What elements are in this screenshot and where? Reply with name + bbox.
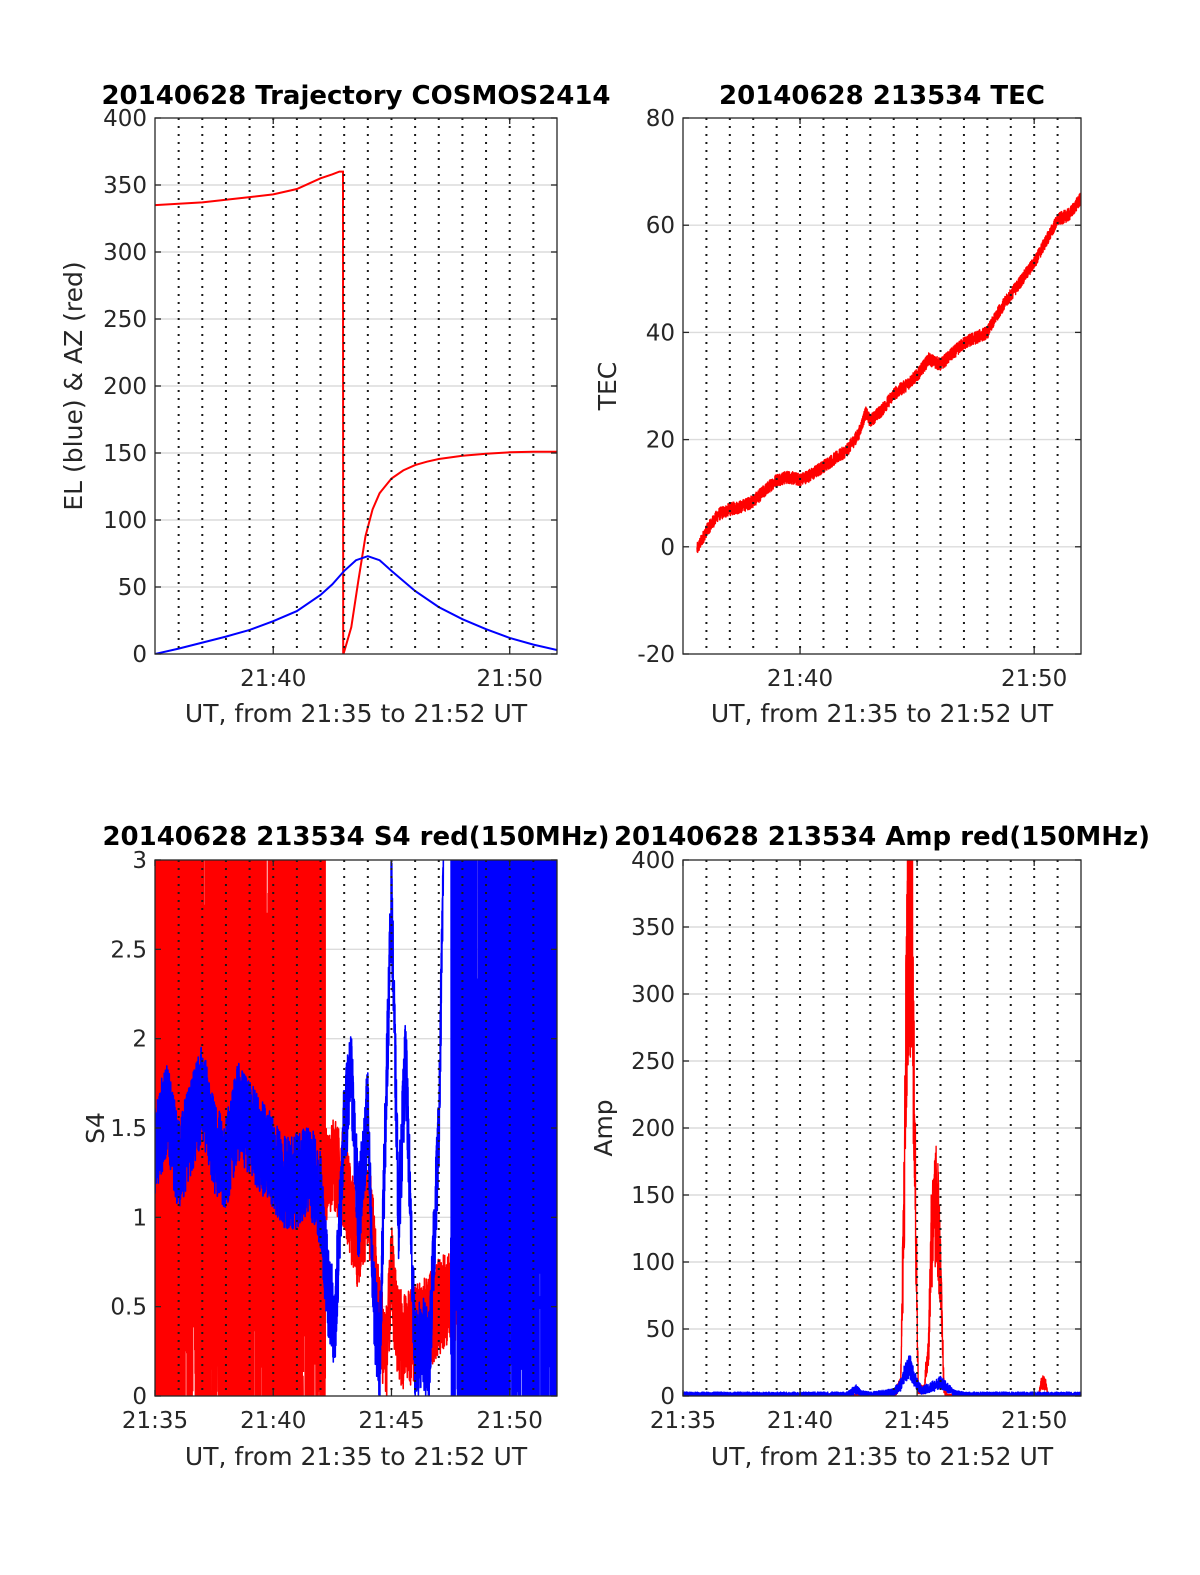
trajectory-xlabel: UT, from 21:35 to 21:52 UT	[185, 699, 528, 728]
tec-xtick-label: 21:40	[767, 666, 833, 692]
trajectory-ylabel: EL (blue) & AZ (red)	[59, 261, 88, 510]
amp-data	[683, 860, 1081, 1396]
trajectory-title: 20140628 Trajectory COSMOS2414	[101, 81, 610, 111]
amp-ytick-label: 300	[631, 982, 675, 1008]
trajectory-ytick-label: 150	[103, 441, 147, 467]
trajectory-panel: 20140628 Trajectory COSMOS2414 UT, from …	[59, 81, 611, 728]
tec-ytick-label: 60	[646, 213, 675, 239]
amp-title: 20140628 213534 Amp red(150MHz)	[614, 822, 1150, 852]
s4-series-blue	[155, 860, 445, 1396]
trajectory-ytick-label: 250	[103, 307, 147, 333]
amp-xtick-label: 21:35	[650, 1408, 716, 1434]
s4-title: 20140628 213534 S4 red(150MHz)	[102, 822, 609, 852]
s4-xtick-label: 21:40	[240, 1408, 306, 1434]
tec-ytick-label: 80	[646, 106, 675, 132]
trajectory-ytick-label: 200	[103, 374, 147, 400]
trajectory-ytick-label: 50	[118, 575, 147, 601]
s4-ytick-label: 0.5	[110, 1295, 147, 1321]
trajectory-series-blue	[155, 555, 557, 654]
tec-ytick-label: 20	[646, 428, 675, 454]
amp-ytick-label: 250	[631, 1049, 675, 1075]
tec-title: 20140628 213534 TEC	[719, 81, 1045, 111]
trajectory-ytick-label: 100	[103, 508, 147, 534]
tec-xtick-label: 21:50	[1001, 666, 1067, 692]
s4-xtick-label: 21:50	[477, 1408, 543, 1434]
tec-data	[696, 192, 1081, 554]
s4-ytick-label: 2	[132, 1027, 147, 1053]
tec-ytick-label: 0	[660, 535, 675, 561]
amp-ytick-label: 200	[631, 1116, 675, 1142]
s4-data	[155, 860, 557, 1396]
amp-xtick-label: 21:45	[884, 1408, 950, 1434]
s4-xtick-label: 21:35	[122, 1408, 188, 1434]
amp-panel: 20140628 213534 Amp red(150MHz) UT, from…	[589, 822, 1150, 1471]
s4-ytick-label: 1.5	[110, 1116, 147, 1142]
amp-ytick-label: 350	[631, 915, 675, 941]
s4-xlabel: UT, from 21:35 to 21:52 UT	[185, 1442, 528, 1471]
amp-ylabel: Amp	[589, 1099, 618, 1156]
amp-xlabel: UT, from 21:35 to 21:52 UT	[711, 1442, 1054, 1471]
amp-xtick-label: 21:40	[767, 1408, 833, 1434]
amp-ytick-label: 100	[631, 1250, 675, 1276]
s4-ytick-label: 1	[132, 1205, 147, 1231]
trajectory-xtick-label: 21:50	[477, 666, 543, 692]
trajectory-ytick-label: 0	[132, 642, 147, 668]
s4-ytick-label: 0	[132, 1384, 147, 1410]
trajectory-ytick-label: 400	[103, 106, 147, 132]
tec-ytick-label: 40	[646, 320, 675, 346]
amp-ytick-label: 150	[631, 1183, 675, 1209]
s4-ylabel: S4	[81, 1112, 110, 1144]
amp-xtick-label: 21:50	[1001, 1408, 1067, 1434]
s4-series-blue-band	[450, 860, 557, 1396]
trajectory-ytick-label: 350	[103, 173, 147, 199]
amp-ytick-label: 0	[660, 1384, 675, 1410]
s4-ytick-label: 3	[132, 848, 147, 874]
tec-series-red	[696, 192, 1081, 554]
tec-ylabel: TEC	[593, 362, 622, 412]
trajectory-series-red	[155, 170, 557, 654]
s4-ytick-label: 2.5	[110, 937, 147, 963]
amp-ytick-label: 400	[631, 848, 675, 874]
tec-axes-frame	[682, 117, 1082, 655]
tec-panel: 20140628 213534 TEC UT, from 21:35 to 21…	[593, 81, 1082, 728]
trajectory-data	[155, 170, 557, 654]
s4-xtick-label: 21:45	[358, 1408, 424, 1434]
amp-series-red	[683, 860, 1081, 1396]
amp-series-blue	[683, 1355, 1081, 1396]
trajectory-ytick-label: 300	[103, 240, 147, 266]
tec-xlabel: UT, from 21:35 to 21:52 UT	[711, 699, 1054, 728]
amp-ytick-label: 50	[646, 1317, 675, 1343]
s4-panel: 20140628 213534 S4 red(150MHz) UT, from …	[81, 822, 610, 1471]
trajectory-xtick-label: 21:40	[240, 666, 306, 692]
tec-ytick-label: -20	[637, 642, 675, 668]
